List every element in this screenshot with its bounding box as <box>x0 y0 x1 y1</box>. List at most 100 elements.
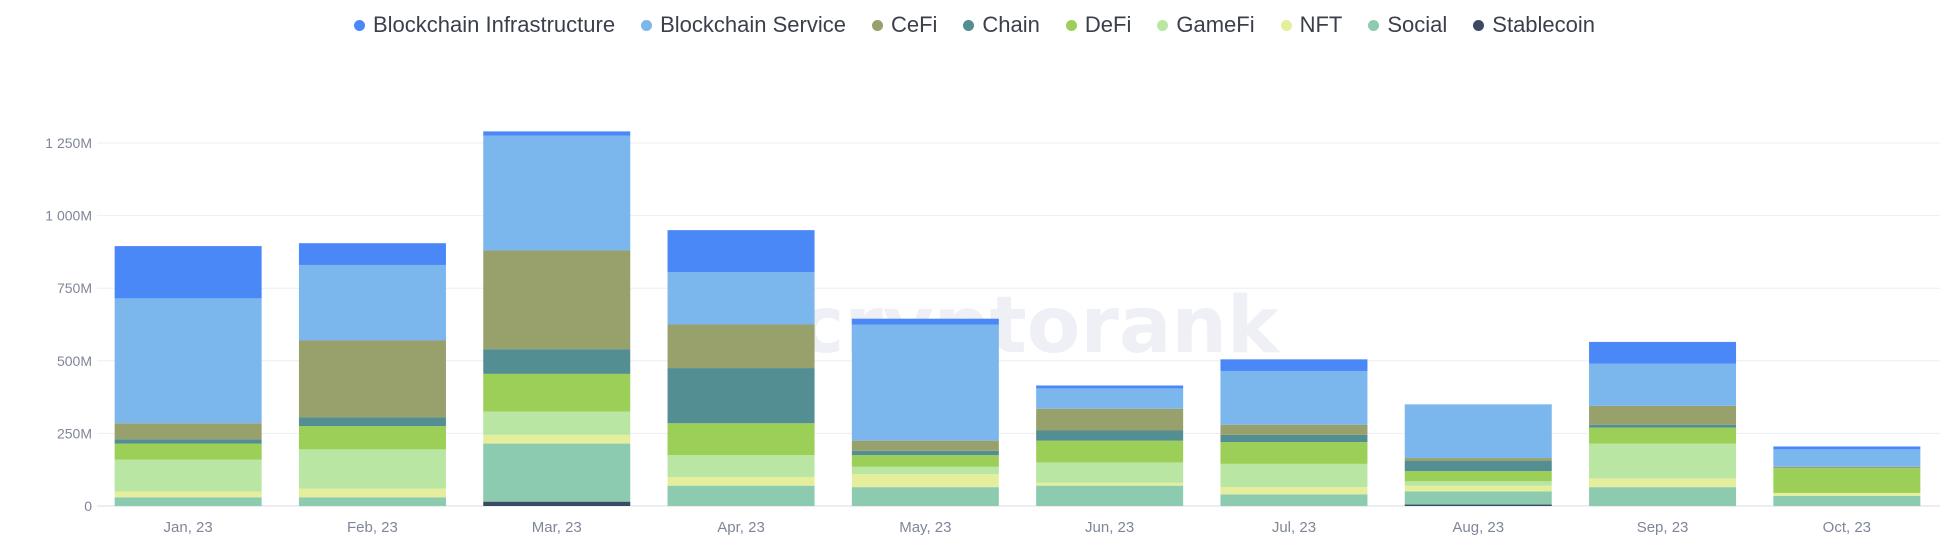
bar-segment-blockchain-infrastructure[interactable] <box>483 131 631 136</box>
bar-segment-nft[interactable] <box>1773 492 1921 496</box>
bar-stack-may-23[interactable] <box>851 318 999 506</box>
bar-segment-blockchain-infrastructure[interactable] <box>1036 385 1184 389</box>
bar-segment-defi[interactable] <box>1589 427 1737 444</box>
x-tick-label: Feb, 23 <box>347 519 398 536</box>
bar-segment-chain[interactable] <box>1404 460 1552 472</box>
bar-segment-cefi[interactable] <box>1404 458 1552 461</box>
bar-segment-social[interactable] <box>1589 487 1737 506</box>
bar-segment-nft[interactable] <box>1220 487 1368 495</box>
bar-segment-defi[interactable] <box>1404 471 1552 482</box>
bar-stack-jun-23[interactable] <box>1036 385 1184 506</box>
bar-segment-blockchain-infrastructure[interactable] <box>114 246 262 299</box>
legend-item-blockchain-service[interactable]: Blockchain Service <box>641 12 846 38</box>
bar-segment-blockchain-service[interactable] <box>1036 388 1184 409</box>
legend-item-chain[interactable]: Chain <box>963 12 1040 38</box>
bar-segment-blockchain-infrastructure[interactable] <box>1773 446 1921 450</box>
bar-segment-nft[interactable] <box>1589 478 1737 488</box>
bar-segment-blockchain-service[interactable] <box>1589 363 1737 406</box>
bar-segment-cefi[interactable] <box>298 340 446 418</box>
bar-segment-chain[interactable] <box>667 368 815 424</box>
legend-item-defi[interactable]: DeFi <box>1065 12 1131 38</box>
bar-segment-social[interactable] <box>1773 495 1921 506</box>
bar-segment-blockchain-infrastructure[interactable] <box>298 243 446 265</box>
bar-segment-nft[interactable] <box>298 488 446 498</box>
bar-segment-blockchain-service[interactable] <box>114 298 262 424</box>
bar-segment-social[interactable] <box>483 443 631 502</box>
bar-segment-blockchain-infrastructure[interactable] <box>1589 341 1737 364</box>
bar-segment-nft[interactable] <box>1036 482 1184 486</box>
bar-segment-gamefi[interactable] <box>1220 463 1368 488</box>
bar-stack-sep-23[interactable] <box>1589 341 1737 506</box>
bar-segment-nft[interactable] <box>1404 485 1552 492</box>
bar-segment-social[interactable] <box>1036 485 1184 506</box>
bar-segment-chain[interactable] <box>1589 424 1737 428</box>
legend-item-stablecoin[interactable]: Stablecoin <box>1473 12 1595 38</box>
bar-segment-gamefi[interactable] <box>1589 443 1737 479</box>
legend-item-blockchain-infrastructure[interactable]: Blockchain Infrastructure <box>353 12 615 38</box>
bar-segment-defi[interactable] <box>1220 442 1368 464</box>
bar-segment-defi[interactable] <box>483 373 631 412</box>
bar-segment-blockchain-service[interactable] <box>483 135 631 251</box>
bar-segment-chain[interactable] <box>851 450 999 456</box>
bar-segment-chain[interactable] <box>298 417 446 427</box>
bar-stack-mar-23[interactable] <box>483 131 631 506</box>
bar-segment-nft[interactable] <box>483 434 631 444</box>
bar-stack-oct-23[interactable] <box>1773 446 1921 506</box>
bar-segment-defi[interactable] <box>298 426 446 450</box>
bar-segment-blockchain-service[interactable] <box>1220 370 1368 425</box>
bar-segment-gamefi[interactable] <box>1036 462 1184 483</box>
bar-segment-chain[interactable] <box>1220 434 1368 443</box>
bar-segment-blockchain-service[interactable] <box>298 264 446 341</box>
bar-segment-nft[interactable] <box>667 476 815 486</box>
bar-segment-social[interactable] <box>114 497 262 506</box>
bar-segment-gamefi[interactable] <box>667 455 815 477</box>
bar-segment-cefi[interactable] <box>851 440 999 451</box>
bar-segment-defi[interactable] <box>1036 440 1184 463</box>
legend-item-social[interactable]: Social <box>1368 12 1447 38</box>
bar-segment-blockchain-service[interactable] <box>851 324 999 441</box>
bar-stack-jul-23[interactable] <box>1220 359 1368 506</box>
bar-segment-cefi[interactable] <box>114 423 262 440</box>
bar-segment-defi[interactable] <box>1773 468 1921 493</box>
bar-segment-gamefi[interactable] <box>114 459 262 492</box>
bar-segment-blockchain-infrastructure[interactable] <box>667 230 815 273</box>
bar-segment-cefi[interactable] <box>1773 466 1921 469</box>
bar-segment-chain[interactable] <box>1036 430 1184 441</box>
legend-item-gamefi[interactable]: GameFi <box>1157 12 1255 38</box>
bar-segment-stablecoin[interactable] <box>1404 504 1552 506</box>
bar-segment-social[interactable] <box>1404 491 1552 505</box>
bar-segment-gamefi[interactable] <box>483 411 631 435</box>
bar-segment-social[interactable] <box>851 487 999 506</box>
bar-stack-jan-23[interactable] <box>114 246 262 506</box>
legend-item-nft[interactable]: NFT <box>1280 12 1342 38</box>
bar-segment-stablecoin[interactable] <box>483 501 631 506</box>
bar-segment-defi[interactable] <box>851 455 999 467</box>
bar-segment-cefi[interactable] <box>1220 424 1368 435</box>
bar-segment-nft[interactable] <box>114 491 262 498</box>
bar-segment-gamefi[interactable] <box>298 449 446 489</box>
bar-segment-gamefi[interactable] <box>1404 481 1552 486</box>
bar-segment-blockchain-service[interactable] <box>1404 404 1552 459</box>
bar-segment-blockchain-service[interactable] <box>1773 449 1921 467</box>
bar-segment-nft[interactable] <box>851 474 999 488</box>
x-tick-label: Apr, 23 <box>717 519 765 536</box>
bar-segment-defi[interactable] <box>667 423 815 456</box>
bar-segment-chain[interactable] <box>483 349 631 374</box>
bar-segment-defi[interactable] <box>114 443 262 460</box>
bar-segment-social[interactable] <box>298 497 446 506</box>
bar-stack-apr-23[interactable] <box>667 230 815 506</box>
bar-segment-social[interactable] <box>1220 494 1368 506</box>
bar-stack-aug-23[interactable] <box>1404 404 1552 506</box>
legend-item-cefi[interactable]: CeFi <box>871 12 937 38</box>
bar-segment-social[interactable] <box>667 485 815 506</box>
bar-segment-cefi[interactable] <box>667 324 815 369</box>
bar-stack-feb-23[interactable] <box>298 243 446 506</box>
bar-segment-cefi[interactable] <box>1589 405 1737 425</box>
bar-segment-chain[interactable] <box>114 439 262 444</box>
bar-segment-gamefi[interactable] <box>851 466 999 475</box>
bar-segment-blockchain-infrastructure[interactable] <box>851 318 999 325</box>
bar-segment-cefi[interactable] <box>1036 408 1184 431</box>
bar-segment-blockchain-service[interactable] <box>667 272 815 325</box>
bar-segment-blockchain-infrastructure[interactable] <box>1220 359 1368 371</box>
bar-segment-cefi[interactable] <box>483 250 631 350</box>
